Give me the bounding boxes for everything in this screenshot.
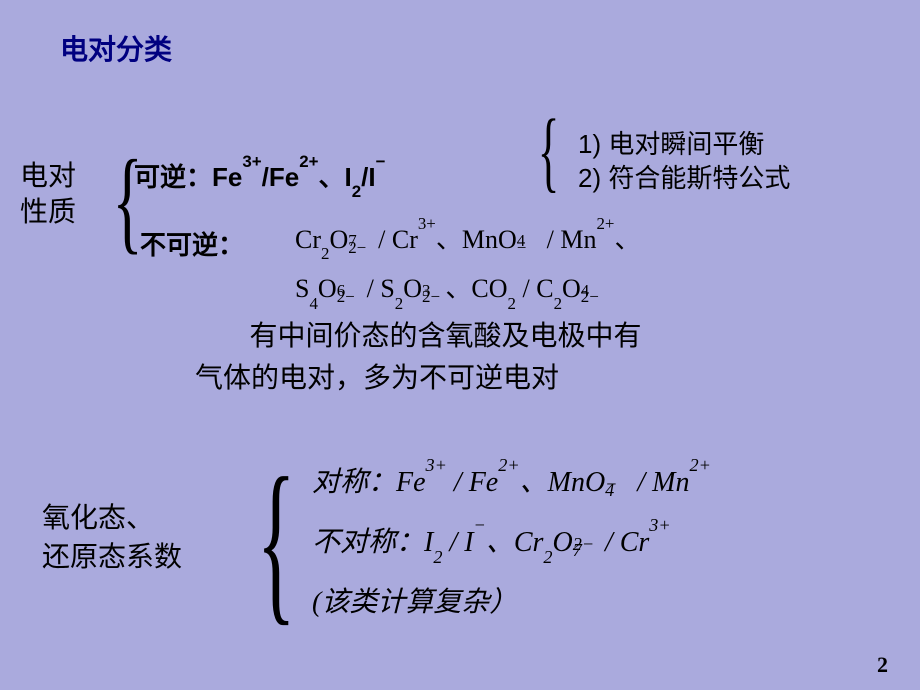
coef-label-line2: 还原态系数 xyxy=(42,541,182,572)
slide-title: 电对分类 xyxy=(60,28,172,68)
coefficient-label: 氧化态、 还原态系数 xyxy=(42,498,182,576)
irreversible-formulas: Cr2O72− / Cr3+、MnO4− / Mn2+、 S4O62− / S2… xyxy=(295,215,640,314)
explain-text: 有中间价态的含氧酸及电极中有 气体的电对，多为不可逆电对 xyxy=(195,315,641,399)
explain-line-2: 气体的电对，多为不可逆电对 xyxy=(195,362,559,393)
property-label-line1: 电对 xyxy=(20,160,76,191)
brace-reversible-items: { xyxy=(538,100,560,203)
reversible-item-1: 1) 电对瞬间平衡 xyxy=(578,128,790,162)
coef-label-line1: 氧化态、 xyxy=(42,502,154,533)
symmetry-line-1: 对称：Fe3+ / Fe2+、MnO4− / Mn2+ xyxy=(312,460,711,500)
slide-content: 电对分类 电对 性质 { 可逆：Fe3+/Fe2+、I2/I− { 1) 电对瞬… xyxy=(0,0,920,690)
symmetry-line-2: 不对称：I2 / I−、Cr2O72− / Cr3+ xyxy=(312,520,671,560)
irreversible-label: 不可逆： xyxy=(140,225,244,262)
property-label-line2: 性质 xyxy=(20,196,76,227)
property-label: 电对 性质 xyxy=(20,158,76,231)
irrev-line-1: Cr2O72− / Cr3+、MnO4− / Mn2+、 xyxy=(295,215,640,264)
brace-symmetry: { xyxy=(257,437,296,644)
reversible-item-2: 2) 符合能斯特公式 xyxy=(578,162,790,196)
explain-line-1: 有中间价态的含氧酸及电极中有 xyxy=(249,320,641,351)
symmetry-line-3: (该类计算复杂） xyxy=(312,580,517,620)
reversible-label: 可逆： xyxy=(134,162,212,192)
page-number: 2 xyxy=(877,652,888,678)
brace-property: { xyxy=(112,135,142,267)
reversible-examples: Fe3+/Fe2+、I2/I− xyxy=(212,162,385,192)
reversible-block: 可逆：Fe3+/Fe2+、I2/I− xyxy=(134,157,385,194)
reversible-items: 1) 电对瞬间平衡 2) 符合能斯特公式 xyxy=(578,128,790,196)
irrev-line-2: S4O62− / S2O32−、CO2 / C2O42− xyxy=(295,264,640,313)
